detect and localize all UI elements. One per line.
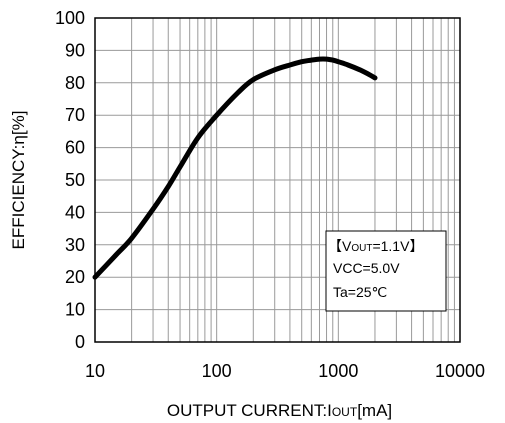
y-axis-title: EFFICIENCY:η[%] (9, 111, 28, 250)
x-tick-labels: 10 100 1000 10000 (85, 361, 485, 381)
y-tick-label: 100 (55, 8, 85, 28)
x-tick-label: 1000 (318, 361, 358, 381)
x-axis-title: OUTPUT CURRENT:IOUT[mA] (167, 401, 392, 420)
y-tick-label: 80 (65, 73, 85, 93)
x-axis-title-main: OUTPUT CURRENT:I (167, 401, 332, 420)
y-tick-label: 0 (75, 332, 85, 352)
x-axis-title-unit: [mA] (357, 401, 392, 420)
x-tick-label: 10 (85, 361, 105, 381)
y-tick-label: 20 (65, 267, 85, 287)
annotation-bracket-open: 【 (328, 238, 342, 254)
annotation-vout-value: =1.1V (372, 238, 410, 254)
x-tick-label: 100 (202, 361, 232, 381)
annotation-vcc: VCC=5.0V (333, 260, 400, 276)
efficiency-curve (92, 56, 378, 280)
x-axis-title-sub: OUT (332, 405, 358, 419)
y-tick-label: 40 (65, 202, 85, 222)
y-tick-label: 50 (65, 170, 85, 190)
y-tick-label: 60 (65, 138, 85, 158)
conditions-annotation: 【VOUT=1.1V】 VCC=5.0V Ta=25℃ (325, 230, 447, 312)
annotation-vout: 【VOUT=1.1V】 (328, 238, 423, 254)
plot-frame (94, 17, 461, 343)
y-tick-label: 30 (65, 235, 85, 255)
x-tick-label: 10000 (435, 361, 485, 381)
annotation-bracket-close: 】 (409, 238, 423, 254)
y-tick-label: 90 (65, 40, 85, 60)
y-tick-labels: 0 10 20 30 40 50 60 70 80 90 100 (55, 8, 85, 352)
annotation-ta: Ta=25℃ (333, 284, 387, 300)
annotation-box (325, 230, 447, 312)
annotation-vout-sub: OUT (351, 243, 372, 254)
annotation-vout-main: V (342, 238, 352, 254)
y-tick-label: 70 (65, 105, 85, 125)
y-tick-label: 10 (65, 300, 85, 320)
